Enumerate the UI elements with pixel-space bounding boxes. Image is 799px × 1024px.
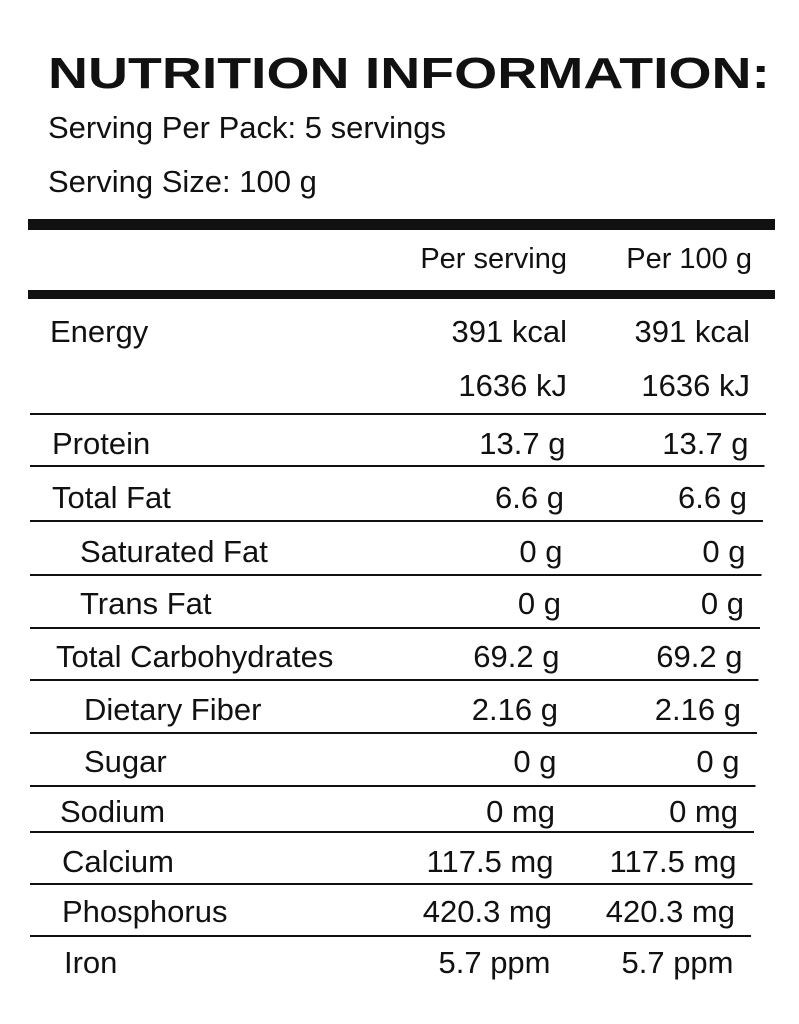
nutrient-value: 1636 kJ — [458, 368, 567, 403]
nutrient-value: 420.3 mg — [606, 894, 735, 929]
nutrient-label: Iron — [64, 945, 117, 980]
serving-size: Serving Size: 100 g — [48, 164, 317, 199]
nutrient-value: 13.7 g — [479, 426, 565, 461]
nutrient-value: 1636 kJ — [641, 368, 750, 403]
nutrient-value: 117.5 mg — [610, 844, 737, 879]
nutrient-label: Dietary Fiber — [84, 692, 261, 727]
nutrient-value: 0 g — [513, 744, 556, 779]
nutrient-value: 0 g — [519, 534, 562, 569]
nutrient-label: Calcium — [62, 844, 174, 879]
nutrient-value: 0 g — [702, 534, 745, 569]
nutrient-value: 5.7 ppm — [438, 945, 550, 980]
nutrient-value: 13.7 g — [662, 426, 748, 461]
nutrient-value: 69.2 g — [473, 639, 559, 674]
thick-rule — [28, 290, 775, 299]
nutrient-value: 6.6 g — [678, 480, 747, 515]
thick-rule — [28, 219, 775, 230]
nutrient-value: 0 mg — [669, 794, 738, 829]
servings-per-pack: Serving Per Pack: 5 servings — [48, 110, 446, 145]
nutrient-label: Sodium — [60, 794, 165, 829]
nutrient-value: 0 g — [701, 586, 744, 621]
title: NUTRITION INFORMATION: — [48, 49, 770, 98]
nutrient-value: 2.16 g — [655, 692, 741, 727]
nutrient-value: 0 g — [696, 744, 739, 779]
nutrient-value: 69.2 g — [656, 639, 742, 674]
nutrient-label: Energy — [50, 314, 149, 349]
nutrient-label: Total Carbohydrates — [56, 639, 333, 674]
nutrient-label: Total Fat — [52, 480, 171, 515]
nutrient-label: Phosphorus — [62, 894, 227, 929]
column-header: Per 100 g — [626, 243, 752, 275]
nutrient-value: 2.16 g — [472, 692, 558, 727]
nutrient-label: Sugar — [84, 744, 167, 779]
nutrient-value: 420.3 mg — [423, 894, 552, 929]
nutrient-value: 5.7 ppm — [621, 945, 733, 980]
column-header: Per serving — [420, 243, 567, 275]
nutrient-value: 0 g — [518, 586, 561, 621]
nutrient-label: Protein — [52, 426, 150, 461]
nutrient-value: 0 mg — [486, 794, 555, 829]
nutrient-value: 391 kcal — [635, 314, 750, 349]
nutrient-value: 391 kcal — [452, 314, 567, 349]
nutrient-label: Trans Fat — [80, 586, 212, 621]
nutrient-value: 117.5 mg — [427, 844, 554, 879]
nutrient-value: 6.6 g — [495, 480, 564, 515]
nutrient-label: Saturated Fat — [80, 534, 268, 569]
